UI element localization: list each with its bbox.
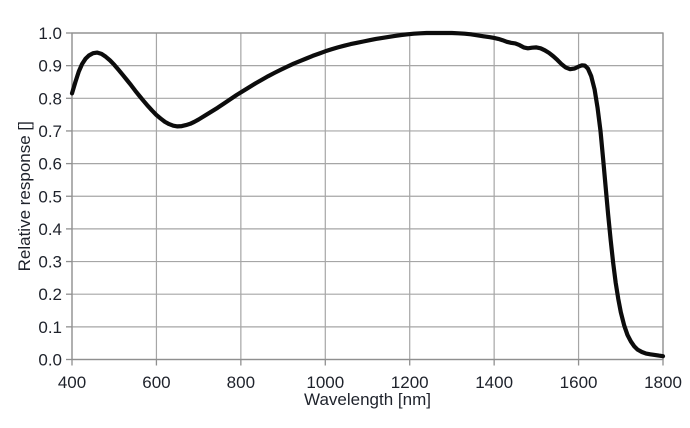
y-axis-title: Relative response [] <box>15 121 34 271</box>
axis-ticks <box>66 32 664 366</box>
x-tick-label: 1200 <box>391 373 429 392</box>
y-tick-label: 0.1 <box>38 318 62 337</box>
y-tick-label: 1.0 <box>38 24 62 43</box>
x-tick-label: 600 <box>142 373 170 392</box>
y-tick-label: 0.9 <box>38 57 62 76</box>
x-tick-label: 800 <box>227 373 255 392</box>
y-tick-label: 0.0 <box>38 351 62 370</box>
y-tick-labels: 0.0 0.1 0.2 0.3 0.4 0.5 0.6 0.7 0.8 0.9 1.0 <box>38 24 62 370</box>
x-tick-labels: 400 600 800 1000 1200 1400 1600 1800 <box>58 373 682 392</box>
x-tick-label: 1600 <box>560 373 598 392</box>
y-tick-label: 0.8 <box>38 89 62 108</box>
x-tick-label: 1800 <box>644 373 682 392</box>
x-axis-title: Wavelength [nm] <box>304 390 431 409</box>
x-tick-label: 400 <box>58 373 86 392</box>
y-tick-label: 0.7 <box>38 122 62 141</box>
y-tick-label: 0.4 <box>38 220 62 239</box>
y-tick-label: 0.5 <box>38 187 62 206</box>
x-tick-label: 1000 <box>306 373 344 392</box>
x-tick-label: 1400 <box>475 373 513 392</box>
y-tick-label: 0.2 <box>38 285 62 304</box>
data-series <box>69 30 666 359</box>
y-tick-label: 0.3 <box>38 253 62 272</box>
gridlines <box>71 32 664 361</box>
y-tick-label: 0.6 <box>38 155 62 174</box>
response-curve <box>69 30 666 359</box>
